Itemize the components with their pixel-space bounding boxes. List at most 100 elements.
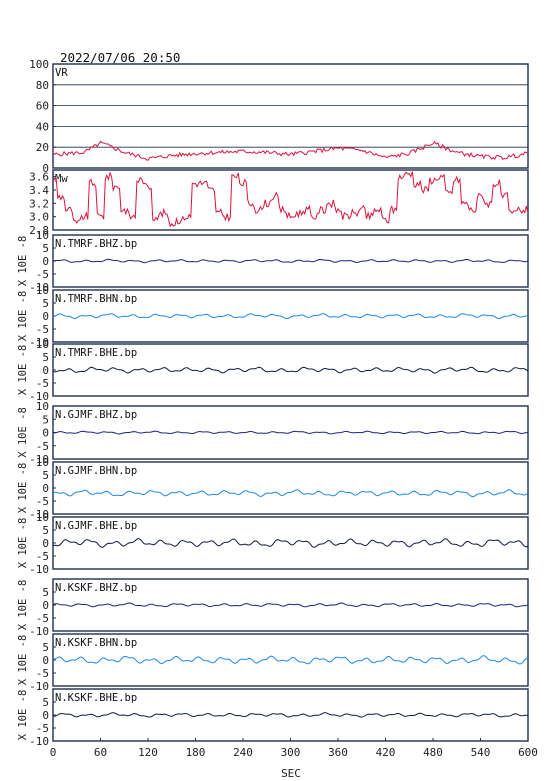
y-tick-label: -10 bbox=[29, 390, 49, 403]
y-tick-label: -5 bbox=[36, 722, 49, 735]
panel-title: N.TMRF.BHE.bp bbox=[55, 347, 137, 359]
y-axis-label: X 10E -8 bbox=[17, 463, 29, 514]
panel-10: 50-5-10 N.KSKF.BHN.bp X 10E -8 bbox=[17, 633, 529, 693]
series-line bbox=[52, 712, 529, 718]
y-axis-label: X 10E -8 bbox=[17, 580, 29, 631]
panel-title: N.KSKF.BHE.bp bbox=[55, 692, 137, 704]
y-tick-label: 10 bbox=[36, 511, 49, 524]
panel-frame bbox=[52, 633, 529, 687]
y-axis-label: X 10E -8 bbox=[17, 407, 29, 458]
panel-title: N.GJMF.BHZ.bp bbox=[55, 409, 137, 421]
series-line bbox=[52, 602, 529, 608]
y-tick-label: -5 bbox=[36, 667, 49, 680]
x-tick-label: 300 bbox=[281, 746, 301, 759]
y-tick-label: -10 bbox=[29, 625, 49, 638]
y-tick-label: 5 bbox=[42, 696, 49, 709]
y-tick-label: -10 bbox=[29, 508, 49, 521]
y-tick-label: 0 bbox=[42, 482, 49, 495]
x-tick-label: 360 bbox=[328, 746, 348, 759]
y-tick-label: 0 bbox=[42, 364, 49, 377]
x-tick-label: 240 bbox=[233, 746, 253, 759]
y-tick-label: -5 bbox=[36, 612, 49, 625]
y-tick-label: -10 bbox=[29, 563, 49, 576]
series-line bbox=[52, 489, 529, 498]
y-tick-label: 3.4 bbox=[29, 184, 49, 197]
series-line bbox=[52, 171, 529, 228]
panel-1: 0 20 40 60 80 100 VR bbox=[29, 58, 529, 175]
x-tick-label: 480 bbox=[423, 746, 443, 759]
y-tick-label: 5 bbox=[42, 297, 49, 310]
y-tick-label: 3.6 bbox=[29, 171, 49, 184]
y-tick-label: 0 bbox=[42, 709, 49, 722]
y-axis-label: X 10E -8 bbox=[17, 236, 29, 287]
series-line bbox=[53, 430, 528, 435]
y-axis-label: X 10E -8 bbox=[17, 345, 29, 396]
x-tick-label: 0 bbox=[50, 746, 57, 759]
panel-title: N.KSKF.BHN.bp bbox=[55, 637, 137, 649]
y-tick-label: -5 bbox=[36, 268, 49, 281]
y-tick-label: 0 bbox=[42, 599, 49, 612]
panel-title: N.KSKF.BHZ.bp bbox=[55, 582, 137, 594]
y-tick-label: 20 bbox=[36, 141, 49, 154]
y-tick-label: 0 bbox=[42, 255, 49, 268]
y-tick-label: -5 bbox=[36, 495, 49, 508]
panel-frame bbox=[52, 516, 529, 570]
panel-frame bbox=[52, 169, 529, 231]
y-axis-label: X 10E -8 bbox=[17, 518, 29, 569]
panel-frame bbox=[52, 578, 529, 632]
panel-title: Mw bbox=[55, 173, 68, 185]
y-tick-label: 0 bbox=[42, 310, 49, 323]
y-tick-label: 5 bbox=[42, 469, 49, 482]
y-tick-label: 0 bbox=[42, 162, 49, 175]
panel-frame bbox=[52, 461, 529, 515]
series-line bbox=[52, 140, 529, 161]
y-tick-label: -10 bbox=[29, 680, 49, 693]
y-tick-label: 5 bbox=[42, 413, 49, 426]
series-line bbox=[52, 655, 529, 665]
series-line bbox=[52, 258, 529, 264]
y-tick-label: 10 bbox=[36, 400, 49, 413]
panel-title: N.TMRF.BHZ.bp bbox=[55, 238, 137, 250]
y-tick-label: 10 bbox=[36, 338, 49, 351]
y-tick-label: 5 bbox=[42, 524, 49, 537]
x-tick-label: 420 bbox=[376, 746, 396, 759]
y-tick-label: -5 bbox=[36, 377, 49, 390]
y-tick-label: -10 bbox=[29, 336, 49, 349]
timestamp-header: 2022/07/06 20:50 bbox=[60, 50, 180, 65]
x-tick-label: 600 bbox=[518, 746, 538, 759]
panel-2: 2.83.03.23.43.6 Mw bbox=[29, 169, 529, 237]
y-tick-label: 5 bbox=[42, 351, 49, 364]
y-tick-label: -5 bbox=[36, 550, 49, 563]
x-tick-label: 180 bbox=[186, 746, 206, 759]
y-tick-label: 10 bbox=[36, 284, 49, 297]
y-axis-label: X 10E -8 bbox=[17, 635, 29, 686]
y-tick-label: 60 bbox=[36, 100, 49, 113]
y-tick-label: 5 bbox=[42, 641, 49, 654]
panel-title: VR bbox=[55, 67, 68, 79]
x-axis: 0 60 120 180 240 300 360 420 480 540 600 bbox=[50, 738, 538, 759]
y-tick-label: 10 bbox=[36, 229, 49, 242]
x-axis-label: SEC bbox=[281, 767, 301, 780]
panel-title: N.GJMF.BHE.bp bbox=[55, 520, 137, 532]
y-tick-label: 2.8 bbox=[29, 224, 49, 237]
y-tick-label: 0 bbox=[42, 654, 49, 667]
panel-frame bbox=[52, 343, 529, 397]
panel-title: N.TMRF.BHN.bp bbox=[55, 293, 137, 305]
x-tick-label: 60 bbox=[94, 746, 107, 759]
y-tick-label: 0 bbox=[42, 537, 49, 550]
y-tick-label: 100 bbox=[29, 58, 49, 71]
y-tick-label: 3.2 bbox=[29, 197, 49, 210]
y-tick-label: -5 bbox=[36, 440, 49, 453]
y-tick-label: 40 bbox=[36, 120, 49, 133]
panel-9: 50-5-10 N.KSKF.BHZ.bp X 10E -8 bbox=[17, 578, 529, 638]
x-tick-label: 120 bbox=[138, 746, 158, 759]
y-tick-label: -10 bbox=[29, 453, 49, 466]
